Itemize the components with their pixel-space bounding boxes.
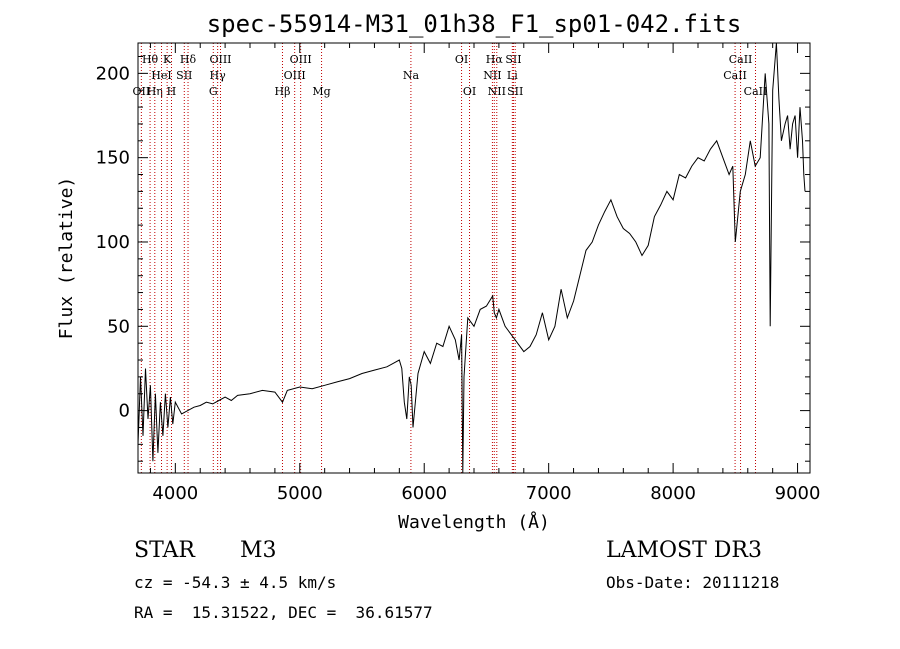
- line-label: SII: [176, 69, 192, 82]
- plot-frame: [137, 42, 811, 474]
- line-label: OII: [133, 85, 151, 98]
- line-label: SII: [505, 53, 521, 66]
- y-tick-label: 50: [107, 316, 130, 337]
- line-label: K: [163, 53, 172, 66]
- line-label: Mg: [312, 85, 330, 98]
- y-tick-label: 100: [96, 232, 130, 253]
- line-label: HeI: [151, 69, 171, 82]
- redshift-velocity: cz = -54.3 ± 4.5 km/s: [134, 573, 337, 592]
- chart-title: spec-55914-M31_01h38_F1_sp01-042.fits: [207, 10, 742, 38]
- line-label: H: [167, 85, 177, 98]
- line-label: NII: [488, 85, 506, 98]
- line-label: Na: [403, 69, 420, 82]
- x-axis-label: Wavelength (Å): [398, 511, 550, 533]
- x-tick-label: 9000: [775, 483, 821, 504]
- x-tick-label: 5000: [277, 483, 323, 504]
- line-label: NII: [483, 69, 501, 82]
- line-label: SII: [507, 85, 523, 98]
- line-label: Hβ: [275, 85, 291, 98]
- line-label: CaII: [723, 69, 747, 82]
- line-label: Hη: [147, 85, 163, 98]
- x-tick-label: 7000: [526, 483, 572, 504]
- line-label: OIII: [209, 53, 231, 66]
- coordinates: RA = 15.31522, DEC = 36.61577: [134, 603, 433, 622]
- observation-date: Obs-Date: 20111218: [606, 573, 780, 592]
- y-tick-label: 0: [119, 401, 130, 422]
- spectrum-chart: spec-55914-M31_01h38_F1_sp01-042.fits Hθ O…: [56, 10, 821, 533]
- line-label: G: [209, 85, 218, 98]
- y-tick-label: 200: [96, 63, 130, 84]
- line-label: OIII: [290, 53, 312, 66]
- line-label: Li: [507, 69, 518, 82]
- survey-name: LAMOST DR3: [606, 538, 762, 563]
- object-subclass: M3: [240, 538, 277, 563]
- x-tick-label: 8000: [650, 483, 696, 504]
- line-label: Hγ: [210, 69, 227, 82]
- y-tick-label: 150: [96, 148, 130, 169]
- line-label: Hα: [486, 53, 504, 66]
- x-tick-label: 6000: [401, 483, 447, 504]
- flux-series: [137, 42, 806, 474]
- line-label: OI: [463, 85, 476, 98]
- line-label: CaII: [744, 85, 768, 98]
- line-label: Hδ: [180, 53, 197, 66]
- object-class: STAR: [134, 538, 195, 563]
- x-tick-label: 4000: [152, 483, 198, 504]
- line-label: Hθ: [142, 53, 159, 66]
- y-axis-label: Flux (relative): [56, 177, 77, 340]
- line-label: OIII: [284, 69, 306, 82]
- line-label: CaII: [729, 53, 753, 66]
- line-label: OI: [455, 53, 468, 66]
